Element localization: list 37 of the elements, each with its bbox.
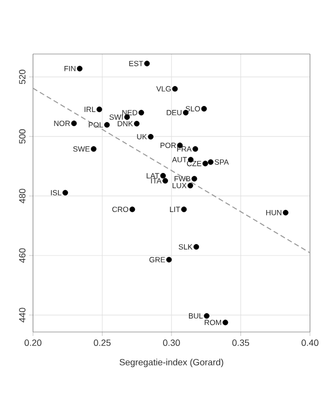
point [90,146,96,152]
x-tick-label: 0.20 [24,340,42,346]
y-tick-label: 500 [19,129,26,144]
point [71,120,77,126]
point [188,182,194,188]
point [166,256,172,262]
point [204,313,210,319]
point [192,146,198,152]
x-tick-label: 0.35 [232,340,250,346]
point [160,172,166,179]
y-tick-label: 520 [19,70,26,84]
x-tick-label: 0.40 [302,340,318,346]
point [96,106,102,112]
point [282,210,288,216]
x-tick-label: 0.30 [163,340,180,346]
y-tick-label: 440 [19,308,26,322]
point [208,159,214,165]
point [62,190,68,196]
x-tick-label: 0.25 [94,340,111,346]
point [76,66,82,72]
point [192,176,198,182]
point [193,244,200,250]
x-axis-title: Segregatie-index (Gorard) [120,358,224,368]
point [172,86,178,92]
point [202,160,208,166]
point [162,178,168,184]
point [104,122,110,128]
y-tick-label: 480 [19,188,26,204]
y-tick-label: 460 [19,248,26,263]
point [138,110,144,116]
point [134,120,140,126]
point [201,106,207,112]
point [181,206,187,212]
point [222,320,228,326]
point [130,206,136,212]
point [144,60,150,66]
point [148,134,154,140]
